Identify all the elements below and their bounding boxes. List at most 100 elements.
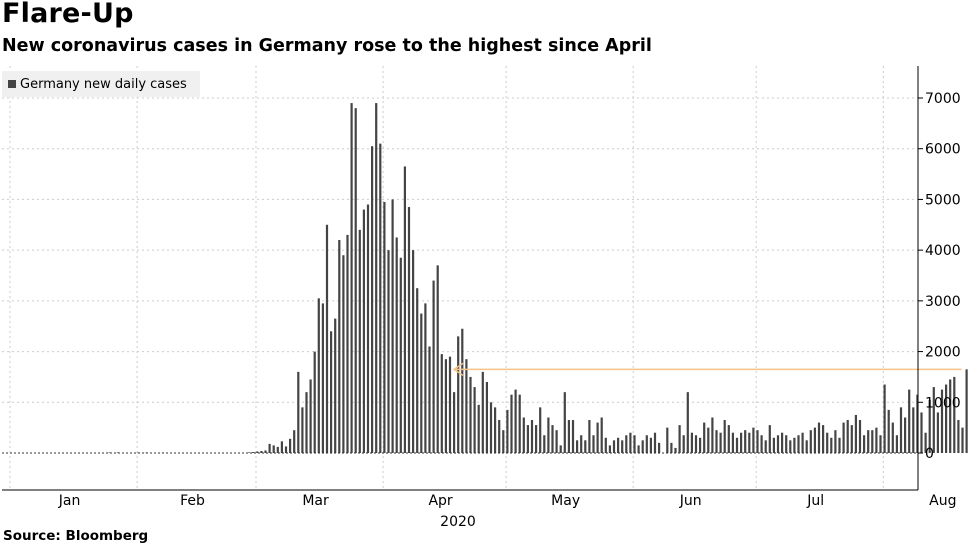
bar [690, 432, 693, 453]
bar [264, 450, 267, 453]
x-axis-title: 2020 [440, 514, 476, 530]
bar [473, 387, 476, 453]
bar [658, 442, 661, 453]
bar [735, 437, 739, 453]
bar [719, 432, 722, 453]
bar [358, 229, 361, 453]
bar [949, 379, 952, 453]
bar [916, 394, 919, 453]
bar [867, 430, 870, 453]
bar [617, 437, 620, 453]
bar [772, 437, 775, 453]
axes [2, 66, 923, 491]
bar [858, 420, 862, 453]
bar [600, 417, 603, 453]
bar [420, 313, 423, 453]
bar [248, 452, 251, 453]
bar [387, 250, 390, 453]
bar [559, 445, 562, 453]
bar [334, 318, 337, 453]
bar [805, 440, 808, 453]
bar [489, 402, 493, 453]
bar [899, 407, 903, 453]
bar [555, 430, 558, 453]
bar [621, 440, 624, 453]
bar [740, 432, 743, 453]
bar [477, 404, 480, 453]
bar [461, 328, 464, 453]
bar [289, 438, 292, 453]
bar [346, 234, 349, 453]
bar [895, 435, 898, 453]
bar [965, 369, 968, 453]
bar [444, 359, 447, 453]
y-tick-label: 4000 [925, 243, 961, 259]
bar [321, 303, 324, 453]
bar [252, 451, 255, 453]
bar [547, 417, 550, 453]
bar [284, 446, 288, 453]
bar [908, 389, 911, 453]
bar [453, 392, 456, 453]
bar [424, 303, 427, 453]
bar [317, 298, 320, 453]
bar [260, 450, 263, 453]
bar [641, 440, 644, 453]
bar [904, 417, 907, 453]
bar [694, 435, 698, 453]
bar [703, 422, 706, 453]
bar [457, 336, 460, 453]
bar [272, 445, 275, 453]
bar [801, 432, 804, 453]
chart-title: Flare-Up [2, 0, 134, 29]
bar [604, 437, 607, 453]
bar [108, 452, 111, 453]
bar [399, 257, 402, 453]
vertical-gridlines [9, 66, 884, 490]
x-tick-label: Jan [58, 493, 81, 509]
bar [817, 422, 821, 453]
bar [506, 409, 509, 453]
bar [674, 447, 677, 453]
bar [526, 425, 529, 453]
bar [830, 437, 833, 453]
bar [797, 435, 800, 453]
bar [494, 407, 497, 453]
bar [666, 427, 669, 453]
x-tick-label: Aug [929, 493, 956, 509]
bar [940, 389, 944, 453]
bar [498, 420, 501, 453]
x-tick-label: May [551, 493, 580, 509]
y-tick-label: 1000 [925, 395, 961, 411]
bar [699, 437, 702, 453]
bar [625, 435, 628, 453]
x-tick-label: Feb [180, 493, 205, 509]
bar [293, 430, 296, 453]
bar [752, 427, 755, 453]
bar [325, 224, 329, 453]
bar [551, 425, 554, 453]
bar [850, 425, 853, 453]
bar [649, 437, 652, 453]
x-tick-label: Jun [679, 493, 702, 509]
bar [871, 430, 874, 453]
bar [883, 384, 886, 453]
bar [838, 437, 841, 453]
bar [407, 207, 411, 453]
x-tick-label: Apr [428, 493, 452, 509]
bar [379, 143, 382, 453]
bar [276, 446, 279, 453]
bar [912, 407, 915, 453]
bar [678, 425, 681, 453]
bar [875, 427, 878, 453]
bar [481, 371, 484, 453]
arrow-head [452, 362, 464, 376]
bar [670, 442, 673, 453]
bar [313, 351, 316, 453]
bar [822, 425, 825, 453]
source-note: Source: Bloomberg [3, 528, 149, 544]
bar [826, 432, 829, 453]
bar [809, 430, 812, 453]
bar [469, 376, 472, 453]
